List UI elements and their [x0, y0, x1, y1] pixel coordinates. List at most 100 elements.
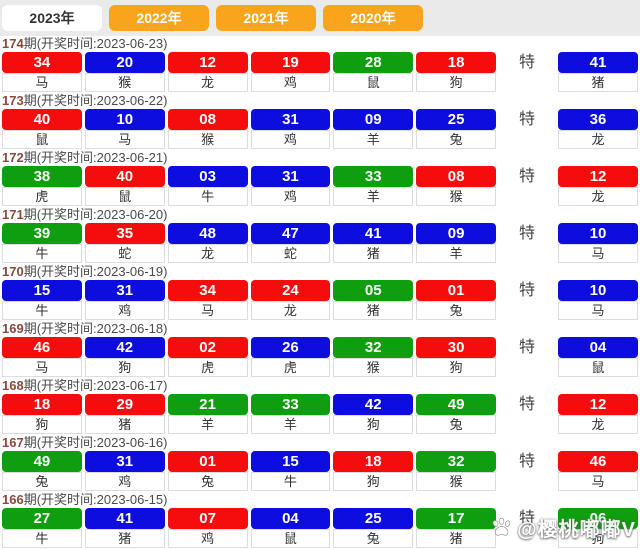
ball: 18 狗 — [333, 451, 414, 491]
ball-number: 26 — [250, 337, 331, 358]
ball: 25 兔 — [416, 109, 496, 149]
tab-year-2020[interactable]: 2020年 — [323, 5, 423, 31]
ball-number: 32 — [333, 337, 414, 358]
draw-block: 172期(开奖时间:2023-06-21) 38 虎 40 鼠 03 牛 31 鸡 33 羊 08 猴 特… — [2, 150, 638, 207]
ball: 09 羊 — [416, 223, 496, 263]
draw-header: 171期(开奖时间:2023-06-20) — [2, 207, 638, 223]
ball-number: 10 — [558, 223, 638, 244]
ball-zodiac: 龙 — [558, 415, 638, 434]
draw-block: 173期(开奖时间:2023-06-22) 40 鼠 10 马 08 猴 31 鸡 09 羊 25 兔 特… — [2, 93, 638, 150]
special-ball: 06 狗 — [558, 508, 638, 548]
ball-number: 46 — [558, 451, 638, 472]
ball-number: 04 — [250, 508, 331, 529]
ball-zodiac: 猪 — [558, 73, 638, 92]
ball-zodiac: 羊 — [333, 130, 414, 149]
ball: 38 虎 — [2, 166, 82, 206]
draw-header: 170期(开奖时间:2023-06-19) — [2, 264, 638, 280]
ball-number: 01 — [416, 280, 496, 301]
ball-number: 05 — [333, 280, 414, 301]
ball-zodiac: 龙 — [250, 301, 331, 320]
ball-number: 33 — [250, 394, 331, 415]
ball-number: 36 — [558, 109, 638, 130]
ball-number: 02 — [167, 337, 248, 358]
ball-number: 21 — [167, 394, 248, 415]
special-label: 特 — [518, 396, 535, 413]
ball: 05 猪 — [333, 280, 414, 320]
ball-zodiac: 兔 — [416, 130, 496, 149]
ball-zodiac: 狗 — [2, 415, 82, 434]
ball-number: 08 — [416, 166, 496, 187]
ball-number: 10 — [558, 280, 638, 301]
ball-number: 15 — [250, 451, 331, 472]
ball-number: 32 — [416, 451, 496, 472]
ball-number: 12 — [558, 394, 638, 415]
ball-number: 31 — [84, 280, 165, 301]
ball-zodiac: 狗 — [333, 415, 414, 434]
ball: 18 狗 — [2, 394, 82, 434]
ball-zodiac: 猴 — [167, 130, 248, 149]
ball-number: 41 — [84, 508, 165, 529]
ball: 42 狗 — [333, 394, 414, 434]
ball-zodiac: 牛 — [2, 301, 82, 320]
draw-period: 171 — [2, 207, 24, 222]
ball: 26 虎 — [250, 337, 331, 377]
draw-period: 174 — [2, 36, 24, 51]
ball: 34 马 — [167, 280, 248, 320]
ball: 40 鼠 — [84, 166, 165, 206]
ball-number: 41 — [333, 223, 414, 244]
ball: 31 鸡 — [84, 451, 165, 491]
ball-zodiac: 鼠 — [333, 73, 414, 92]
ball-number: 25 — [333, 508, 414, 529]
ball-zodiac: 鼠 — [84, 187, 165, 206]
draw-block: 166期(开奖时间:2023-06-15) 27 牛 41 猪 07 鸡 04 鼠 25 兔 17 猪特… — [2, 492, 638, 549]
ball-number: 31 — [84, 451, 165, 472]
special-ball: 04 鼠 — [558, 337, 638, 377]
ball-zodiac: 狗 — [333, 472, 414, 491]
draw-block: 171期(开奖时间:2023-06-20) 39 牛 35 蛇 48 龙 47 蛇 41 猪 09 羊特… — [2, 207, 638, 264]
ball-number: 41 — [558, 52, 638, 73]
ball-zodiac: 龙 — [167, 73, 248, 92]
special-label: 特 — [518, 510, 535, 527]
ball-zodiac: 牛 — [2, 244, 82, 263]
ball: 08 猴 — [416, 166, 496, 206]
ball-zodiac: 牛 — [250, 472, 331, 491]
ball-zodiac: 龙 — [558, 130, 638, 149]
draw-block: 174期(开奖时间:2023-06-23) 34 马 20 猴 12 龙 19 鸡 28 鼠 18 狗 特… — [2, 36, 638, 93]
ball-zodiac: 兔 — [167, 472, 248, 491]
tab-year-2023[interactable]: 2023年 — [2, 5, 102, 31]
ball: 17 猪 — [416, 508, 496, 548]
ball-zodiac: 鸡 — [250, 187, 331, 206]
ball-number: 33 — [333, 166, 414, 187]
special-label: 特 — [518, 282, 535, 299]
draw-period: 169 — [2, 321, 24, 336]
ball-zodiac: 马 — [84, 130, 165, 149]
ball-number: 35 — [84, 223, 165, 244]
ball-zodiac: 鸡 — [84, 301, 165, 320]
ball-number: 46 — [2, 337, 82, 358]
ball: 46 马 — [2, 337, 82, 377]
ball: 24 龙 — [250, 280, 331, 320]
draw-block: 168期(开奖时间:2023-06-17) 18 狗 29 猪 21 羊 33 羊 42 狗 49 兔特… — [2, 378, 638, 435]
ball: 30 狗 — [416, 337, 496, 377]
draw-time: 期(开奖时间:2023-06-21) — [23, 150, 168, 165]
special-ball: 10 马 — [558, 223, 638, 263]
ball: 02 虎 — [167, 337, 248, 377]
tab-year-2021[interactable]: 2021年 — [216, 5, 316, 31]
ball-number: 25 — [416, 109, 496, 130]
ball: 49 兔 — [2, 451, 82, 491]
draw-period: 172 — [2, 150, 24, 165]
ball-zodiac: 兔 — [416, 415, 496, 434]
draw-row: 46 马 42 狗 02 虎 26 虎 32 猴 30 狗特 04 鼠 — [2, 337, 638, 377]
ball-number: 09 — [416, 223, 496, 244]
ball-number: 12 — [558, 166, 638, 187]
draw-row: 27 牛 41 猪 07 鸡 04 鼠 25 兔 17 猪特 06 狗 — [2, 508, 638, 548]
draw-row: 38 虎 40 鼠 03 牛 31 鸡 33 羊 08 猴 特 12 龙 — [2, 166, 638, 206]
ball: 01 兔 — [416, 280, 496, 320]
special-ball: 41 猪 — [558, 52, 638, 92]
ball: 21 羊 — [167, 394, 248, 434]
draw-time: 期(开奖时间:2023-06-18) — [23, 321, 168, 336]
ball-zodiac: 狗 — [416, 358, 496, 377]
ball-zodiac: 鸡 — [84, 472, 165, 491]
ball-number: 31 — [250, 109, 331, 130]
tab-year-2022[interactable]: 2022年 — [109, 5, 209, 31]
